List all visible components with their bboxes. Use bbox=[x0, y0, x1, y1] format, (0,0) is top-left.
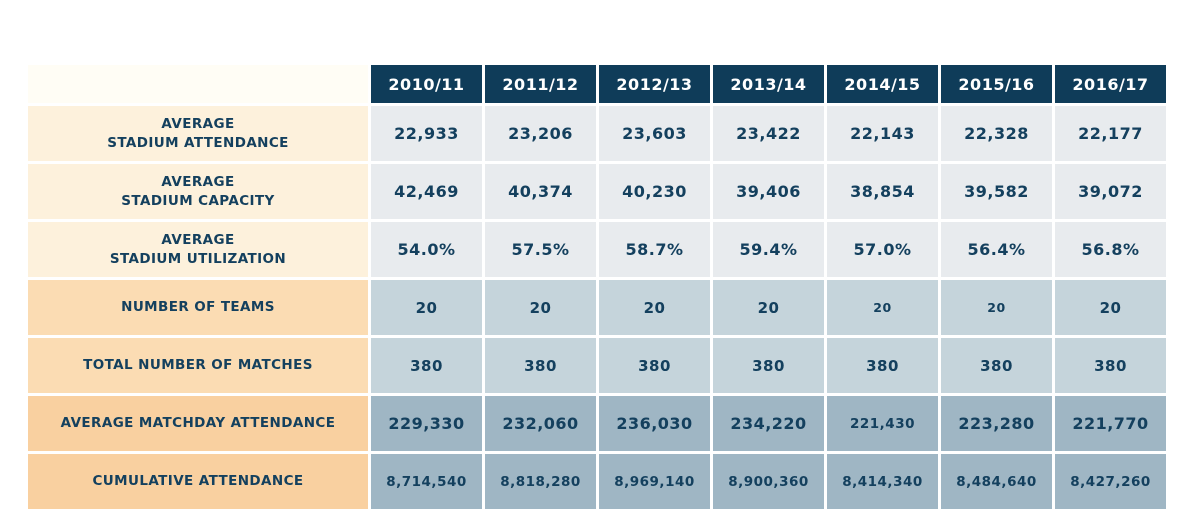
row-label-line: AVERAGE MATCHDAY ATTENDANCE bbox=[60, 415, 336, 432]
row-label-cumulative-attendance: CUMULATIVE ATTENDANCE bbox=[28, 454, 368, 509]
column-header-season: 2012/13 bbox=[599, 65, 710, 103]
table-cell: 380 bbox=[713, 338, 824, 393]
table-corner-cell bbox=[28, 65, 368, 103]
table-cell: 20 bbox=[941, 280, 1052, 335]
table-cell: 56.8% bbox=[1055, 222, 1166, 277]
season-stats-table: 2010/11 2011/12 2012/13 2013/14 2014/15 2015/… bbox=[28, 65, 1166, 509]
table-cell: 57.0% bbox=[827, 222, 938, 277]
table-cell: 59.4% bbox=[713, 222, 824, 277]
column-header-season: 2013/14 bbox=[713, 65, 824, 103]
table-cell: 8,484,640 bbox=[941, 454, 1052, 509]
table-cell: 380 bbox=[941, 338, 1052, 393]
row-label-number-of-teams: NUMBER OF TEAMS bbox=[28, 280, 368, 335]
row-label-average-matchday-attendance: AVERAGE MATCHDAY ATTENDANCE bbox=[28, 396, 368, 451]
table-cell: 40,374 bbox=[485, 164, 596, 219]
column-header-season: 2014/15 bbox=[827, 65, 938, 103]
table-cell: 221,430 bbox=[827, 396, 938, 451]
table-cell: 20 bbox=[827, 280, 938, 335]
table-cell: 380 bbox=[599, 338, 710, 393]
row-label-line: CUMULATIVE ATTENDANCE bbox=[92, 473, 304, 490]
row-label-line: AVERAGE bbox=[161, 116, 235, 133]
table-cell: 20 bbox=[1055, 280, 1166, 335]
table-cell: 56.4% bbox=[941, 222, 1052, 277]
column-header-season: 2011/12 bbox=[485, 65, 596, 103]
table-cell: 223,280 bbox=[941, 396, 1052, 451]
row-label-line: STADIUM CAPACITY bbox=[121, 192, 275, 209]
row-label-average-stadium-utilization: AVERAGE STADIUM UTILIZATION bbox=[28, 222, 368, 277]
row-label-line: AVERAGE bbox=[161, 232, 235, 249]
row-label-line: AVERAGE bbox=[161, 174, 235, 191]
table-cell: 8,714,540 bbox=[371, 454, 482, 509]
column-header-season: 2015/16 bbox=[941, 65, 1052, 103]
table-cell: 22,328 bbox=[941, 106, 1052, 161]
table-cell: 221,770 bbox=[1055, 396, 1166, 451]
table-cell: 380 bbox=[371, 338, 482, 393]
table-cell: 23,422 bbox=[713, 106, 824, 161]
row-label-line: NUMBER OF TEAMS bbox=[121, 299, 275, 316]
table-cell: 8,900,360 bbox=[713, 454, 824, 509]
row-label-line: TOTAL NUMBER OF MATCHES bbox=[83, 357, 313, 374]
table-cell: 58.7% bbox=[599, 222, 710, 277]
table-cell: 234,220 bbox=[713, 396, 824, 451]
table-cell: 20 bbox=[713, 280, 824, 335]
column-header-season: 2010/11 bbox=[371, 65, 482, 103]
table-cell: 22,143 bbox=[827, 106, 938, 161]
table-cell: 57.5% bbox=[485, 222, 596, 277]
table-cell: 20 bbox=[371, 280, 482, 335]
table-cell: 38,854 bbox=[827, 164, 938, 219]
table-cell: 42,469 bbox=[371, 164, 482, 219]
table-cell: 20 bbox=[599, 280, 710, 335]
column-header-season: 2016/17 bbox=[1055, 65, 1166, 103]
table-cell: 229,330 bbox=[371, 396, 482, 451]
table-cell: 380 bbox=[485, 338, 596, 393]
table-cell: 236,030 bbox=[599, 396, 710, 451]
table-cell: 22,177 bbox=[1055, 106, 1166, 161]
table-cell: 8,969,140 bbox=[599, 454, 710, 509]
table-cell: 380 bbox=[1055, 338, 1166, 393]
row-label-line: STADIUM UTILIZATION bbox=[109, 250, 287, 267]
table-cell: 22,933 bbox=[371, 106, 482, 161]
row-label-average-stadium-attendance: AVERAGE STADIUM ATTENDANCE bbox=[28, 106, 368, 161]
table-cell: 40,230 bbox=[599, 164, 710, 219]
table-cell: 8,427,260 bbox=[1055, 454, 1166, 509]
table-cell: 39,406 bbox=[713, 164, 824, 219]
row-label-total-number-of-matches: TOTAL NUMBER OF MATCHES bbox=[28, 338, 368, 393]
table-cell: 380 bbox=[827, 338, 938, 393]
table-cell: 8,818,280 bbox=[485, 454, 596, 509]
table-cell: 23,603 bbox=[599, 106, 710, 161]
table-cell: 39,582 bbox=[941, 164, 1052, 219]
row-label-average-stadium-capacity: AVERAGE STADIUM CAPACITY bbox=[28, 164, 368, 219]
table-cell: 54.0% bbox=[371, 222, 482, 277]
table-cell: 232,060 bbox=[485, 396, 596, 451]
table-cell: 39,072 bbox=[1055, 164, 1166, 219]
table-cell: 8,414,340 bbox=[827, 454, 938, 509]
table-cell: 23,206 bbox=[485, 106, 596, 161]
row-label-line: STADIUM ATTENDANCE bbox=[107, 134, 289, 151]
table-cell: 20 bbox=[485, 280, 596, 335]
